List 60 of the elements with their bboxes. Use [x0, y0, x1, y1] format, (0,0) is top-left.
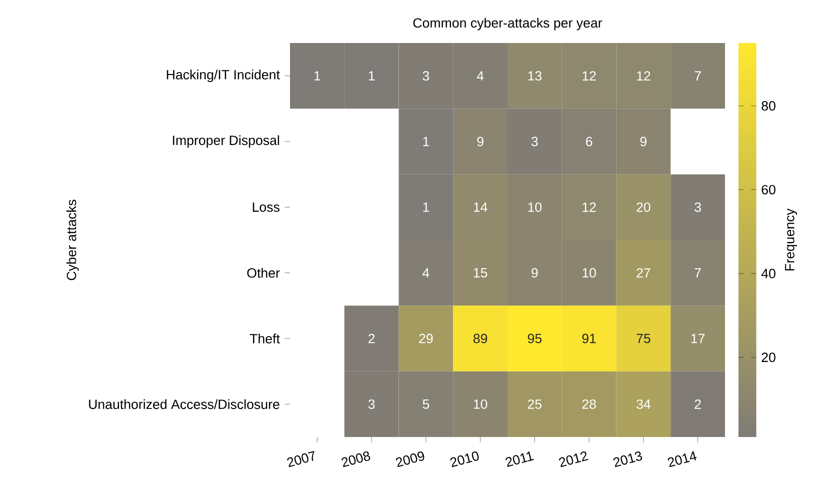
data-label: 4: [422, 268, 430, 278]
data-label: 14: [474, 202, 488, 212]
data-label: 10: [474, 399, 488, 409]
y-tick-label: Theft: [250, 334, 280, 344]
y-tick-label: Loss: [252, 202, 280, 212]
data-label: 1: [423, 136, 430, 146]
data-label: 29: [419, 334, 433, 344]
data-label: 7: [694, 71, 701, 80]
x-tick-label: 2009: [396, 452, 424, 468]
color-bar-label: 20: [762, 352, 776, 362]
y-tick-label: Hacking/IT Incident: [166, 70, 280, 82]
data-label: 27: [636, 268, 650, 278]
data-label: 3: [368, 399, 375, 409]
data-label: 2: [368, 334, 375, 344]
x-tick-label: 2010: [450, 452, 479, 468]
data-label: 13: [528, 71, 542, 81]
y-tick-label: Unauthorized Access/Disclosure: [89, 399, 280, 410]
x-tick-label: 2011: [506, 452, 534, 467]
x-tick-label: 2013: [613, 452, 642, 468]
data-label: 3: [531, 136, 538, 146]
color-bar-label: 60: [762, 184, 776, 194]
data-label: 12: [582, 202, 596, 212]
data-label: 1: [314, 71, 320, 80]
y-tick-label: Other: [247, 268, 280, 278]
x-tick-label: 2007: [287, 450, 314, 468]
data-label: 6: [586, 136, 592, 146]
data-label: 89: [473, 334, 488, 344]
data-label: 75: [636, 334, 650, 344]
data-label: 3: [422, 71, 430, 81]
data-label: 9: [640, 136, 647, 146]
data-label: 17: [691, 334, 705, 344]
data-label: 1: [423, 202, 430, 212]
color-bar-label: 40: [761, 268, 776, 278]
data-label: 91: [582, 334, 596, 344]
data-label: 10: [528, 202, 542, 212]
data-label: 15: [474, 268, 488, 278]
data-label: 9: [477, 136, 484, 146]
data-label: 9: [532, 268, 538, 278]
x-tick-label: 2014: [668, 451, 697, 468]
data-label: 28: [582, 399, 596, 409]
data-label: 95: [528, 334, 542, 344]
data-label: 10: [582, 268, 596, 278]
data-label: 1: [368, 71, 375, 80]
x-tick-label: 2008: [342, 451, 370, 468]
data-label: 25: [528, 399, 542, 409]
data-label: 5: [422, 400, 430, 409]
data-label: 20: [636, 202, 650, 212]
color-bar-label: 80: [762, 101, 776, 111]
data-label: 2: [694, 400, 701, 409]
chart-title: Common cyber-attacks per year: [413, 18, 602, 30]
y-tick-label: Improper Disposal: [172, 135, 280, 148]
data-label: 4: [476, 71, 484, 80]
color-bar-title: Frequency: [785, 208, 798, 270]
y-axis-title: Cyber attacks: [66, 200, 79, 280]
data-label: 3: [694, 202, 701, 212]
data-label: 7: [694, 268, 701, 278]
data-label: 12: [637, 71, 650, 80]
x-tick-label: 2012: [559, 451, 588, 468]
data-label: 34: [636, 399, 650, 409]
data-label: 12: [582, 71, 596, 80]
